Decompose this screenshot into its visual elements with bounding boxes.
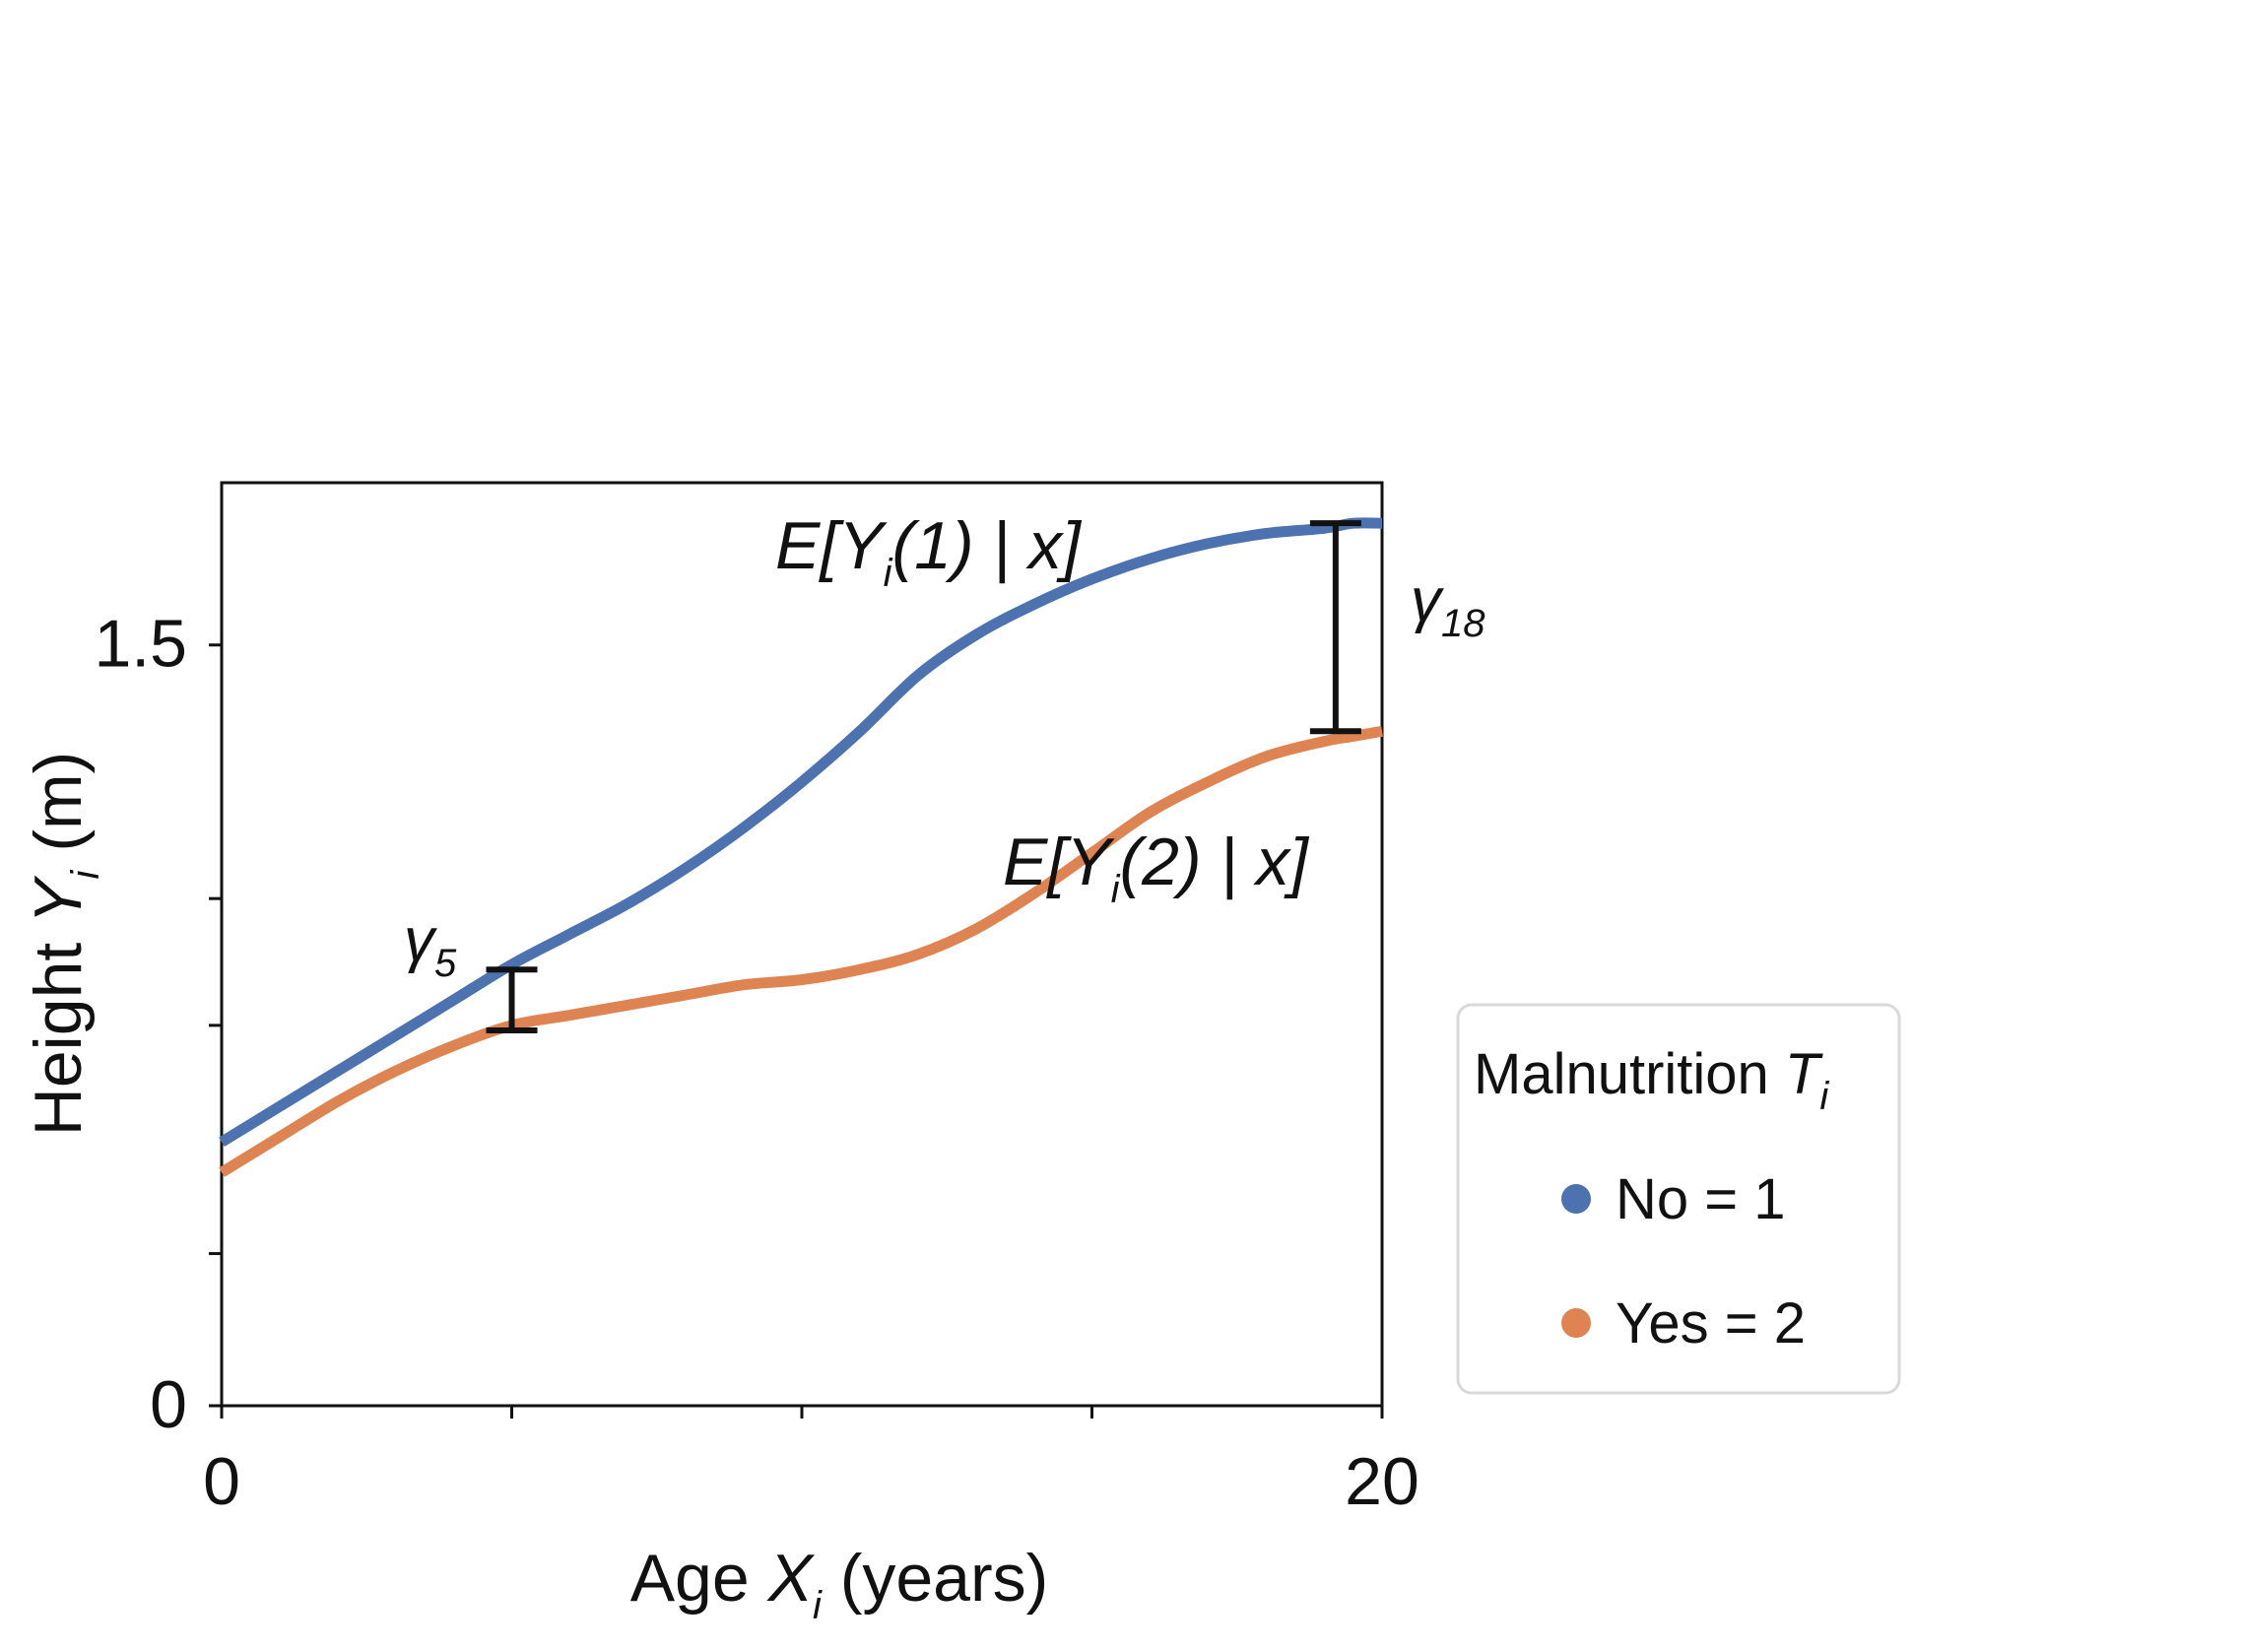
legend-title: Malnutrition Ti: [1474, 1042, 1829, 1118]
plot-frame: [220, 481, 1384, 1408]
gamma18-bar: [1309, 520, 1361, 735]
legend-box: [1456, 1003, 1901, 1395]
series-lines: [219, 517, 1383, 1177]
gamma-bars: [486, 520, 1361, 1034]
x-tick-label: 20: [1345, 1444, 1419, 1519]
legend-label-no: No = 1: [1616, 1167, 1786, 1231]
legend-dot-yes: [1561, 1308, 1591, 1338]
curve1-label: E[Yi(1) | x]: [775, 508, 1083, 595]
gamma5-label: γ5: [404, 906, 457, 985]
y-ticks: 01.5: [94, 607, 222, 1442]
x-tick-label: 0: [203, 1444, 240, 1519]
y-tick-label: 0: [150, 1367, 187, 1442]
gamma5-bar: [486, 966, 538, 1034]
legend: Malnutrition Ti No = 1 Yes = 2: [1456, 1003, 1901, 1395]
x-axis-label: Age Xi (years): [630, 1541, 1049, 1627]
legend-label-yes: Yes = 2: [1616, 1291, 1806, 1355]
x-ticks: 0 20: [203, 1406, 1419, 1519]
y-axis-label: Height Yi (m): [21, 752, 107, 1137]
legend-dot-no: [1561, 1184, 1591, 1214]
y-tick-label: 1.5: [94, 607, 187, 682]
series-line-1: [219, 725, 1383, 1177]
gamma18-label: γ18: [1411, 566, 1485, 645]
series-line-0: [219, 517, 1383, 1147]
curve2-label: E[Yi(2) | x]: [1003, 825, 1310, 911]
